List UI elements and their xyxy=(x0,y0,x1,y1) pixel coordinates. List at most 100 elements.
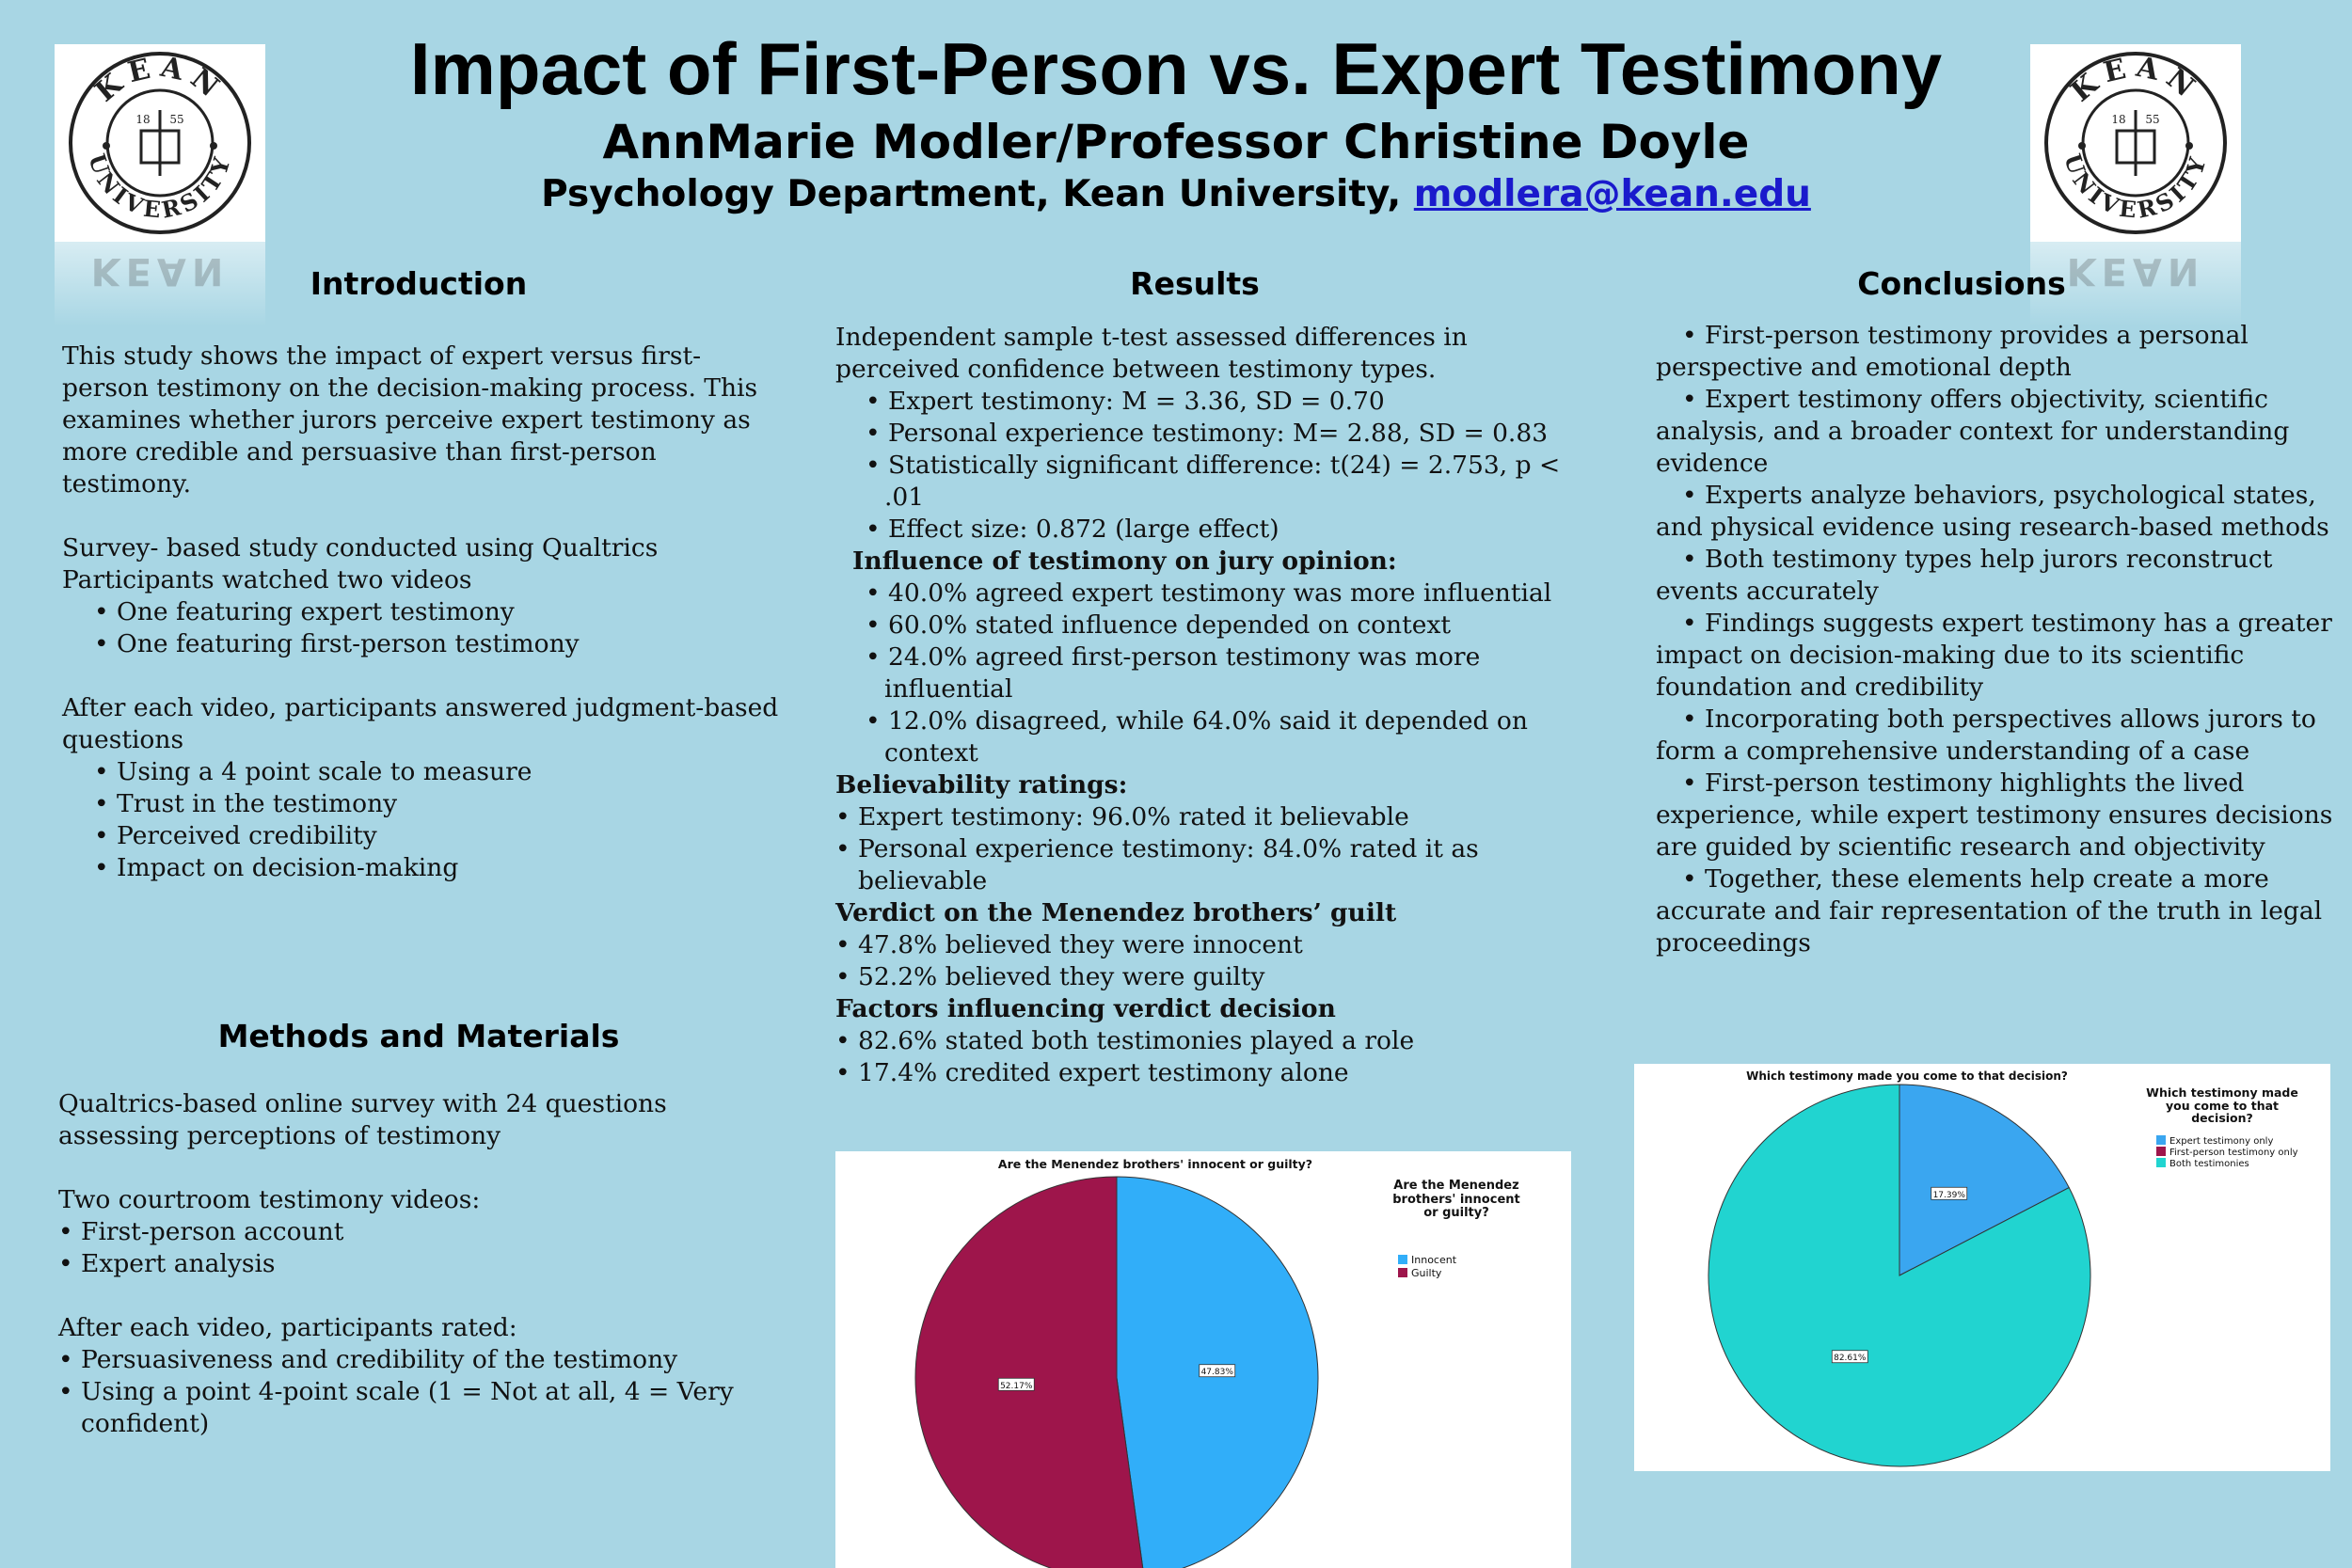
list-item: • Perceived credibility xyxy=(94,821,377,850)
chart-legend-title: Which testimony made you come to that de… xyxy=(2146,1086,2298,1125)
list-item: • Impact on decision-making xyxy=(94,853,459,882)
poster-department: Psychology Department, Kean University, … xyxy=(0,173,2352,215)
list-item: • 17.4% credited expert testimony alone xyxy=(835,1058,1349,1087)
kean-logo-left: KEAN UNIVERSITY 18 55 xyxy=(55,44,265,242)
introduction-line: Survey- based study conducted using Qual… xyxy=(62,533,659,562)
legend-label: Guilty xyxy=(1411,1267,1442,1279)
methods-body: Qualtrics-based online survey with 24 qu… xyxy=(58,1088,783,1440)
list-item: • Effect size: 0.872 (large effect) xyxy=(866,515,1279,544)
methods-para: Qualtrics-based online survey with 24 qu… xyxy=(58,1089,667,1150)
conclusions-heading: Conclusions xyxy=(1857,265,2066,302)
pie-slice-both-testimonies xyxy=(1708,1084,2091,1467)
results-intro: Independent sample t-test assessed diffe… xyxy=(835,323,1468,384)
data-label-text: 17.39% xyxy=(1933,1191,1966,1200)
introduction-heading: Introduction xyxy=(310,265,528,302)
legend-swatch xyxy=(2156,1135,2166,1145)
list-item: • 40.0% agreed expert testimony was more… xyxy=(866,578,1552,608)
legend-swatch xyxy=(2156,1147,2166,1156)
results-heading: Results xyxy=(1130,265,1260,302)
data-label: 52.17% xyxy=(997,1377,1035,1391)
introduction-para: This study shows the impact of expert ve… xyxy=(62,341,758,499)
list-item: • First-person testimony provides a pers… xyxy=(1656,321,2249,382)
list-item: • One featuring first-person testimony xyxy=(94,629,580,658)
list-item: • Expert testimony offers objectivity, s… xyxy=(1656,385,2290,478)
list-item: • Trust in the testimony xyxy=(94,789,398,818)
kean-seal-icon: KEAN UNIVERSITY 18 55 xyxy=(69,51,251,234)
legend-label: Expert testimony only xyxy=(2169,1136,2273,1147)
list-item: • Expert analysis xyxy=(58,1249,276,1278)
kean-seal-icon: KEAN UNIVERSITY 18 55 xyxy=(2044,51,2227,234)
list-item: • First-person testimony highlights the … xyxy=(1656,768,2333,862)
list-item: • First-person account xyxy=(58,1217,344,1246)
legend-label: Both testimonies xyxy=(2169,1159,2249,1169)
list-item: • 12.0% disagreed, while 64.0% said it d… xyxy=(866,706,1528,768)
data-label-box xyxy=(1199,1364,1236,1378)
chart-title: Are the Menendez brothers' innocent or g… xyxy=(998,1157,1312,1171)
data-label-text: 82.61% xyxy=(1834,1354,1867,1363)
list-item: • Experts analyze behaviors, psychologic… xyxy=(1656,481,2329,542)
introduction-body: This study shows the impact of expert ve… xyxy=(62,341,787,884)
verdict-pie-chart: Are the Menendez brothers' innocent or g… xyxy=(835,1151,1571,1568)
list-item: • 52.2% believed they were guilty xyxy=(835,962,1265,991)
svg-text:55: 55 xyxy=(2145,113,2159,126)
legend-swatch xyxy=(1398,1268,1407,1277)
list-item: • Expert testimony: M = 3.36, SD = 0.70 xyxy=(866,387,1385,416)
data-label-box xyxy=(997,1377,1035,1391)
results-body: Independent sample t-test assessed diffe… xyxy=(835,322,1588,1089)
list-item: • Incorporating both perspectives allows… xyxy=(1656,705,2316,766)
data-label: 47.83% xyxy=(1199,1364,1236,1378)
methods-heading: Methods and Materials xyxy=(217,1018,620,1054)
list-item: • 82.6% stated both testimonies played a… xyxy=(835,1026,1415,1055)
list-item: • 47.8% believed they were innocent xyxy=(835,930,1303,959)
list-item: • Statistically significant difference: … xyxy=(866,451,1561,512)
data-label-text: 52.17% xyxy=(1000,1382,1033,1391)
introduction-para: After each video, participants answered … xyxy=(62,693,779,754)
data-label-box xyxy=(1931,1186,1968,1200)
factors-heading: Factors influencing verdict decision xyxy=(835,994,1336,1023)
kean-logo-right: KEAN UNIVERSITY 18 55 xyxy=(2030,44,2241,242)
methods-para: Two courtroom testimony videos: xyxy=(58,1185,481,1214)
chart-title: Which testimony made you come to that de… xyxy=(1746,1069,2068,1083)
list-item: • 24.0% agreed first-person testimony wa… xyxy=(866,642,1481,704)
list-item: • Personal experience testimony: M= 2.88… xyxy=(866,419,1549,448)
list-item: • Personal experience testimony: 84.0% r… xyxy=(835,834,1479,895)
chart-legend-title: Are the Menendez brothers' innocent or g… xyxy=(1392,1180,1520,1220)
list-item: • Using a point 4-point scale (1 = Not a… xyxy=(58,1377,734,1438)
list-item: • Expert testimony: 96.0% rated it belie… xyxy=(835,802,1409,832)
poster-authors: AnnMarie Modler/Professor Christine Doyl… xyxy=(602,115,1750,169)
data-label-box xyxy=(1831,1350,1868,1364)
list-item: • Using a 4 point scale to measure xyxy=(94,757,532,786)
list-item: • 60.0% stated influence depended on con… xyxy=(866,610,1452,640)
chart-legend-title-wrap: Are the Menendez brothers' innocent or g… xyxy=(1392,1180,1520,1220)
testimony-pie-chart: Which testimony made you come to that de… xyxy=(1634,1064,2330,1471)
believability-heading: Believability ratings: xyxy=(835,770,1128,800)
verdict-heading: Verdict on the Menendez brothers’ guilt xyxy=(835,898,1397,927)
logo-reflection-left: KEAN xyxy=(55,242,265,326)
introduction-line: Participants watched two videos xyxy=(62,565,472,594)
conclusions-body: • First-person testimony provides a pers… xyxy=(1656,320,2333,959)
svg-text:18: 18 xyxy=(2111,113,2125,126)
legend-swatch xyxy=(2156,1158,2166,1167)
chart-legend-title-wrap: Which testimony made you come to that de… xyxy=(2146,1086,2298,1125)
department-text: Psychology Department, Kean University, xyxy=(541,173,1402,215)
legend-swatch xyxy=(1398,1255,1407,1264)
data-label: 17.39% xyxy=(1931,1186,1968,1200)
logo-reflection-right: KEAN xyxy=(2030,242,2241,326)
data-label-text: 47.83% xyxy=(1201,1368,1234,1377)
legend-label: First-person testimony only xyxy=(2169,1148,2298,1158)
list-item: • Findings suggests expert testimony has… xyxy=(1656,609,2332,702)
data-label: 82.61% xyxy=(1831,1350,1868,1364)
legend-label: Innocent xyxy=(1411,1254,1457,1266)
email-link[interactable]: modlera@kean.edu xyxy=(1413,173,1811,215)
verdict-pie-svg: Are the Menendez brothers' innocent or g… xyxy=(914,1157,1520,1568)
list-item: • Together, these elements help create a… xyxy=(1656,864,2323,958)
methods-para: After each video, participants rated: xyxy=(58,1313,517,1342)
pie-slice-guilty xyxy=(914,1176,1144,1568)
pie-slice-expert-testimony-only xyxy=(1899,1084,2070,1276)
poster-title: Impact of First-Person vs. Expert Testim… xyxy=(409,27,1943,110)
influence-heading: Influence of testimony on jury opinion: xyxy=(852,546,1397,576)
svg-text:55: 55 xyxy=(169,113,183,126)
list-item: • One featuring expert testimony xyxy=(94,597,515,626)
